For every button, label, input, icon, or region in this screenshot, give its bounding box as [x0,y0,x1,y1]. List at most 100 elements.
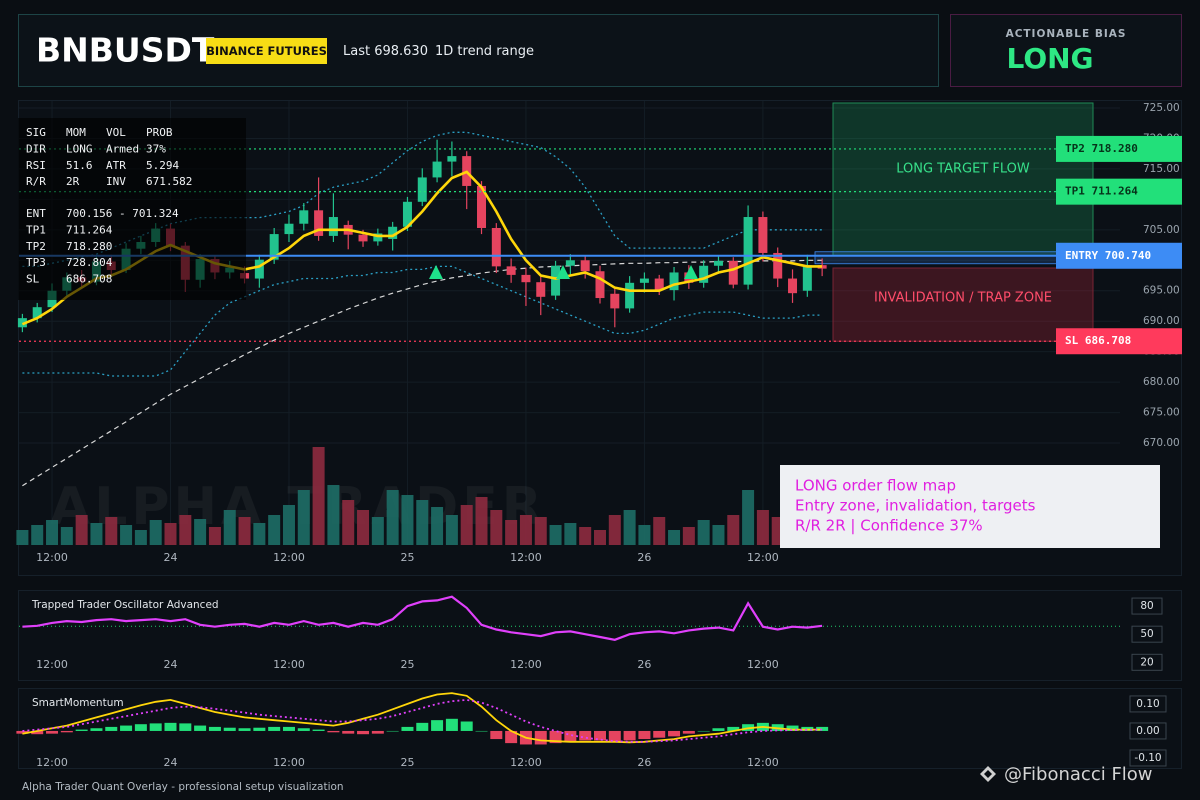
overlay-line [22,131,823,268]
x-tick-label: 12:00 [510,756,542,769]
candle-body [536,282,546,297]
volume-bar [682,527,695,545]
momentum-bar [786,725,799,731]
y-tick-box [1131,597,1163,615]
pane-title: SmartMomentum [32,697,124,709]
momentum-bar [401,726,414,731]
info-cell: TP1 [26,223,46,236]
candle-body [17,318,27,328]
momentum-bar [816,726,829,731]
candle-body [669,272,679,291]
candle-body [432,161,442,178]
info-cell: 718.280 [66,240,112,253]
volume-bar [312,447,325,545]
signal-triangle [429,265,443,279]
volume-bar [638,525,651,545]
candle-body [595,271,605,299]
range: 1D trend range [435,44,534,59]
candle-body [299,210,309,224]
info-cell: ENT [26,207,46,220]
volume-bar [519,515,532,545]
overlay-line [22,265,823,377]
momentum-bar [416,722,429,731]
info-cell: TP3 [26,256,46,269]
momentum-bar [297,728,310,731]
x-tick-label: 24 [164,551,178,564]
momentum-bar [371,730,384,734]
level-label: SL 686.708 [1065,334,1131,347]
y-tick-label: 0.00 [1136,725,1159,737]
momentum-bar [164,722,177,731]
info-cell: SL [26,273,40,286]
volume-bar [31,525,44,545]
info-cell: VOL [106,126,126,139]
momentum-bar [564,730,577,742]
footer: Alpha Trader Quant Overlay - professiona… [22,781,344,793]
x-tick-label: 12:00 [36,658,68,671]
momentum-bar [327,730,340,733]
level-box [1056,328,1182,355]
momentum-bar [712,728,725,731]
info-cell: INV [106,175,126,188]
momentum-bar [460,721,473,731]
volume-bar [149,520,162,545]
momentum-bar [727,726,740,731]
momentum-bar [16,730,29,734]
volume-bar [371,517,384,545]
volume-bar [75,515,88,545]
volume-bar [623,510,636,545]
volume-bar [342,500,355,545]
momentum-bar [638,730,651,740]
volume-bar [475,497,488,545]
candle-body [610,293,620,309]
momentum-bar [194,725,207,731]
momentum-bar [608,730,621,742]
x-tick-label: 26 [637,551,651,564]
y-tick-box [1129,749,1167,767]
momentum-bar [75,729,88,731]
target-zone-label: LONG TARGET FLOW [896,162,1030,177]
volume-bar [327,485,340,545]
candle-body [477,185,487,228]
annotation-box [780,465,1160,548]
candle-body [521,274,531,283]
y-tick-label: 690.00 [1143,315,1180,327]
volume-bar [253,523,266,545]
candle-body [773,252,783,279]
info-cell: 700.156 - 701.324 [66,207,179,220]
x-tick-label: 12:00 [36,551,68,564]
x-tick-label: 26 [637,756,651,769]
invalidation-zone [832,267,1094,342]
candle-body [491,227,501,267]
momentum-bar [697,730,710,732]
volume-bar [268,515,281,545]
volume-bar [668,530,681,545]
volume-bar [105,517,118,545]
info-cell: DIR [26,142,46,155]
candle-body [254,259,264,279]
volume-bar [401,495,414,545]
credit: @Fibonacci Flow [1004,764,1153,785]
candle-body [817,265,827,269]
pane-title: Trapped Trader Oscillator Advanced [31,599,219,611]
y-tick-box [1129,695,1167,713]
candle-body [551,265,561,296]
candle-body [639,278,649,283]
y-tick-box [1129,722,1167,740]
x-tick-label: 25 [400,551,414,564]
info-cell: 51.6 [66,159,93,172]
candle-body [743,217,753,285]
momentum-bar [357,730,370,735]
volume-bar [593,530,606,545]
target-zone [832,102,1094,257]
momentum-bar [253,727,266,731]
x-tick-label: 12:00 [747,756,779,769]
x-tick-label: 12:00 [747,658,779,671]
volume-bar [712,525,725,545]
signal-triangle [556,265,570,279]
info-cell: SIG [26,126,46,139]
momentum-bar [668,730,681,737]
momentum-bar [490,730,503,740]
volume-bar [460,505,473,545]
